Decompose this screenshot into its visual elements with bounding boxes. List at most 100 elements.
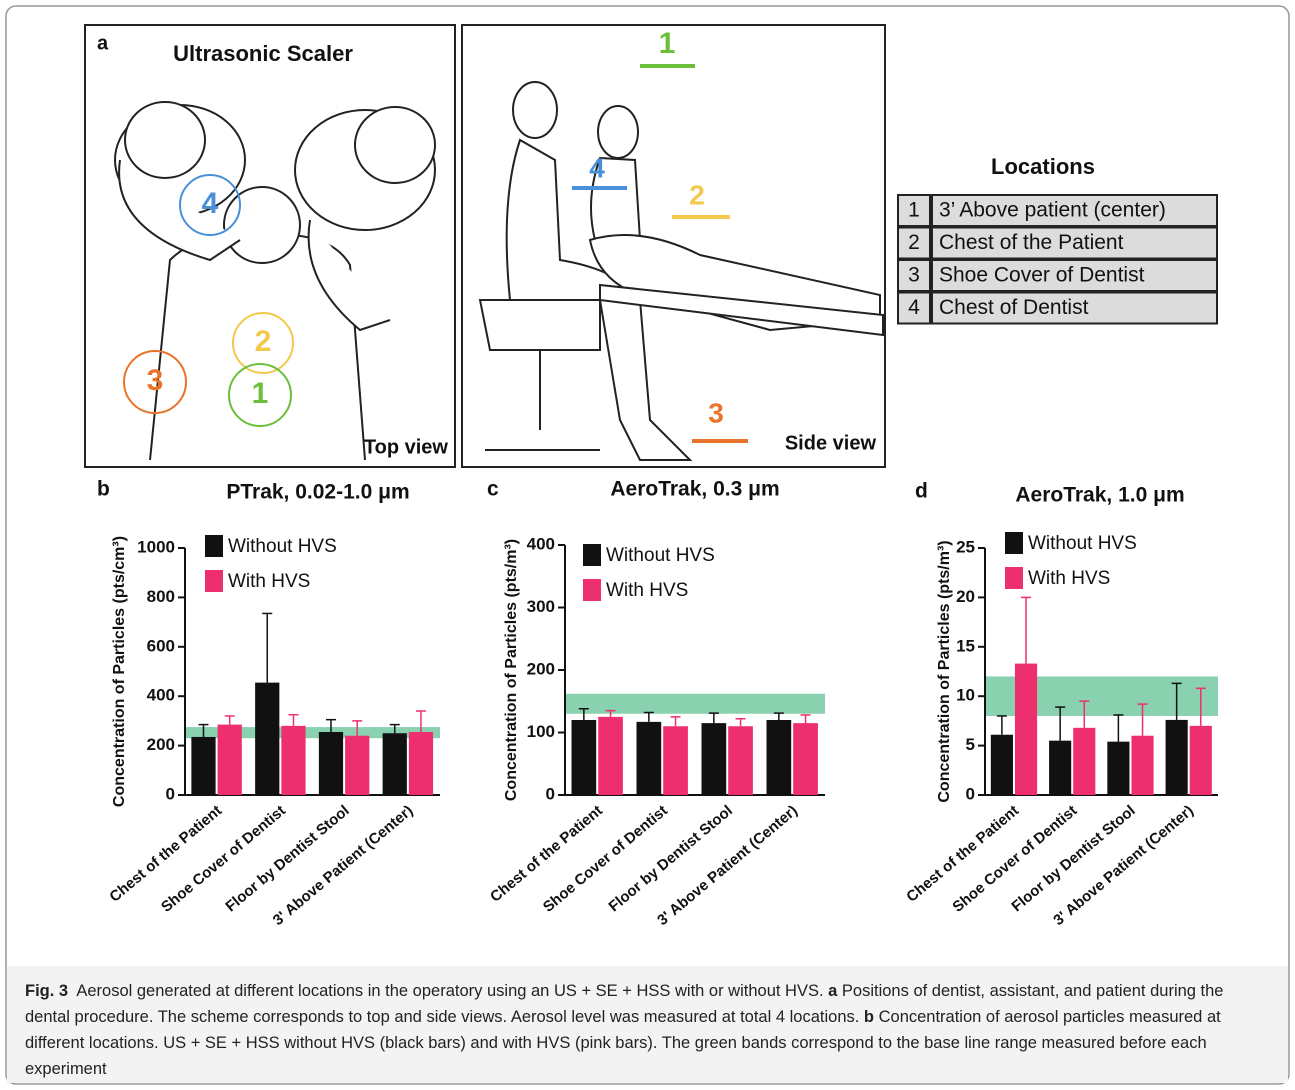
- legend-swatch: [205, 570, 223, 592]
- legend-label: With HVS: [1028, 568, 1110, 589]
- caption-bold: b: [864, 1008, 874, 1026]
- bar: [598, 717, 623, 795]
- bar: [702, 723, 727, 795]
- x-tick-label: Shoe Cover of Dentist: [540, 802, 671, 916]
- chart-title: PTrak, 0.02-1.0 μm: [226, 481, 409, 504]
- legend-label: With HVS: [606, 580, 688, 601]
- y-tick-label: 0: [166, 784, 175, 803]
- table-number: 3: [908, 264, 920, 287]
- x-tick-label: Chest of the Patient: [487, 802, 606, 906]
- panel-label: c: [487, 478, 499, 501]
- figure: 4 2 3 1 a Ultrasonic Scaler Top view 1 4…: [0, 0, 1295, 1090]
- baseline-band: [565, 694, 825, 714]
- caption-text: Aerosol generated at different locations…: [68, 982, 828, 1000]
- legend-swatch: [583, 579, 601, 601]
- locations-table: 1 3’ Above patient (center) 2 Chest of the …: [898, 195, 1217, 324]
- legend-label: With HVS: [228, 571, 310, 592]
- bar: [218, 725, 242, 795]
- stool: [480, 300, 600, 450]
- y-tick-label: 200: [147, 735, 175, 754]
- marker-number: 3: [708, 397, 724, 428]
- x-tick-label: Shoe Cover of Dentist: [158, 802, 289, 916]
- marker-number: 4: [589, 152, 605, 183]
- bar: [1190, 726, 1212, 795]
- caption-bold: a: [828, 982, 837, 1000]
- y-axis-label: Concentration of Particles (pts/m³): [936, 540, 953, 802]
- table-number: 4: [908, 296, 920, 319]
- marker-number: 2: [689, 179, 705, 210]
- y-tick-label: 20: [956, 587, 975, 606]
- y-tick-label: 1000: [137, 537, 175, 556]
- panel-label: a: [97, 32, 109, 54]
- y-tick-label: 5: [966, 735, 975, 754]
- y-tick-label: 300: [527, 597, 555, 616]
- y-tick-label: 100: [527, 722, 555, 741]
- assistant-head: [598, 106, 638, 158]
- bar: [572, 720, 597, 795]
- x-tick-label: Chest of the Patient: [106, 802, 225, 906]
- marker-number: 2: [255, 325, 272, 358]
- y-tick-label: 15: [956, 636, 975, 655]
- marker-number: 3: [147, 364, 164, 397]
- bar: [1166, 720, 1188, 795]
- table-location: Chest of the Patient: [939, 231, 1124, 254]
- bar: [1107, 742, 1129, 795]
- y-tick-label: 200: [527, 659, 555, 678]
- x-tick-label: Chest of the Patient: [903, 802, 1022, 906]
- panel-label: d: [915, 480, 928, 503]
- dentist-head: [125, 102, 205, 178]
- bar: [383, 733, 407, 795]
- table-location: Shoe Cover of Dentist: [939, 264, 1145, 287]
- y-axis-label: Concentration of Particles (pts/cm³): [111, 536, 128, 807]
- caption: Fig. 3 Aerosol generated at different lo…: [25, 978, 1265, 1082]
- legend-label: Without HVS: [228, 536, 337, 557]
- caption-bold: Fig. 3: [25, 982, 68, 1000]
- x-tick-label: Floor by Dentist Stool: [606, 802, 736, 915]
- table-number: 1: [908, 199, 920, 222]
- y-axis-label: Concentration of Particles (pts/m³): [503, 539, 520, 801]
- bar: [1073, 728, 1095, 795]
- page: {"panel_a": {"label": "a", "title": "Ult…: [0, 0, 1295, 1090]
- y-tick-label: 0: [966, 784, 975, 803]
- table-location: 3’ Above patient (center): [939, 199, 1166, 222]
- bar: [1131, 736, 1153, 795]
- bar: [281, 726, 305, 795]
- bar: [255, 683, 279, 795]
- marker-number: 1: [659, 27, 676, 60]
- panel-label: b: [97, 478, 110, 501]
- assistant-head: [355, 107, 435, 183]
- table-location: Chest of Dentist: [939, 296, 1089, 319]
- bar: [345, 736, 369, 795]
- view-label: Top view: [364, 436, 449, 458]
- legend-label: Without HVS: [606, 545, 715, 566]
- table-title: Locations: [991, 154, 1095, 179]
- panel-title: Ultrasonic Scaler: [173, 41, 353, 66]
- x-tick-label: Floor by Dentist Stool: [222, 802, 352, 915]
- bar: [767, 720, 792, 795]
- y-tick-label: 400: [527, 534, 555, 553]
- bar: [409, 732, 433, 795]
- y-tick-label: 0: [546, 784, 555, 803]
- chart-title: AeroTrak, 1.0 μm: [1015, 484, 1184, 507]
- chart-title: AeroTrak, 0.3 μm: [610, 478, 779, 501]
- bar: [1015, 664, 1037, 795]
- bar: [663, 726, 688, 795]
- legend-swatch: [205, 535, 223, 557]
- y-tick-label: 400: [147, 686, 175, 705]
- y-tick-label: 800: [147, 587, 175, 606]
- side-view-drawing: [480, 82, 883, 460]
- table-number: 2: [908, 231, 920, 254]
- y-tick-label: 25: [956, 537, 975, 556]
- bar: [728, 726, 753, 795]
- view-label: Side view: [785, 432, 877, 454]
- bar: [793, 723, 818, 795]
- marker-number: 4: [202, 187, 219, 220]
- marker-number: 1: [252, 377, 269, 410]
- bar: [1049, 741, 1071, 795]
- charts: b PTrak, 0.02-1.0 μm Concentration of Part…: [97, 478, 1218, 929]
- y-tick-label: 600: [147, 636, 175, 655]
- legend-swatch: [1005, 567, 1023, 589]
- y-tick-label: 10: [956, 686, 975, 705]
- legend-label: Without HVS: [1028, 533, 1137, 554]
- legend-swatch: [1005, 532, 1023, 554]
